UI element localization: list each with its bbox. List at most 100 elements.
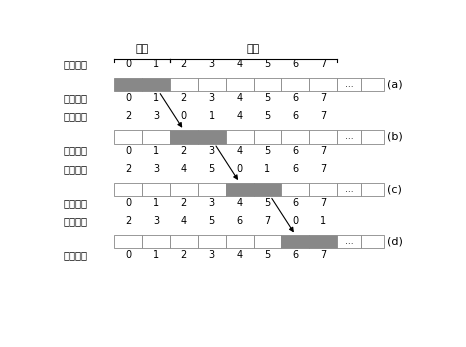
Text: ...: ... bbox=[344, 80, 353, 89]
Text: 5: 5 bbox=[264, 146, 271, 155]
Text: 6: 6 bbox=[292, 93, 298, 103]
Bar bbox=[254, 130, 281, 144]
Bar bbox=[281, 130, 309, 144]
Text: 物理地址: 物理地址 bbox=[64, 93, 88, 103]
Bar bbox=[226, 78, 254, 91]
Text: 6: 6 bbox=[292, 111, 298, 121]
Text: 7: 7 bbox=[320, 111, 326, 121]
Text: 5: 5 bbox=[264, 250, 271, 260]
Text: 5: 5 bbox=[264, 198, 271, 208]
Text: 3: 3 bbox=[209, 146, 215, 155]
Bar bbox=[226, 235, 254, 248]
Bar bbox=[254, 235, 281, 248]
Text: 逻辑地址: 逻辑地址 bbox=[64, 164, 88, 174]
Text: 2: 2 bbox=[125, 164, 131, 174]
Text: 2: 2 bbox=[181, 198, 187, 208]
Bar bbox=[254, 183, 281, 196]
Bar bbox=[337, 235, 361, 248]
Text: 3: 3 bbox=[209, 93, 215, 103]
Text: 4: 4 bbox=[237, 250, 243, 260]
Bar bbox=[114, 235, 142, 248]
Bar bbox=[114, 78, 142, 91]
Text: 6: 6 bbox=[292, 198, 298, 208]
Bar bbox=[337, 183, 361, 196]
Text: 1: 1 bbox=[153, 146, 159, 155]
Text: 1: 1 bbox=[264, 164, 271, 174]
Bar bbox=[309, 78, 337, 91]
Text: 逻辑地址: 逻辑地址 bbox=[64, 59, 88, 69]
Text: 逻辑地址: 逻辑地址 bbox=[64, 216, 88, 226]
Text: 7: 7 bbox=[320, 146, 326, 155]
Text: 4: 4 bbox=[181, 216, 187, 226]
Bar bbox=[114, 130, 142, 144]
Text: (a): (a) bbox=[387, 79, 403, 90]
Bar bbox=[309, 235, 337, 248]
Bar bbox=[309, 130, 337, 144]
Bar bbox=[170, 130, 198, 144]
Text: 0: 0 bbox=[125, 198, 131, 208]
Text: 5: 5 bbox=[264, 93, 271, 103]
Text: 0: 0 bbox=[125, 59, 131, 69]
Text: 2: 2 bbox=[181, 59, 187, 69]
Text: 6: 6 bbox=[292, 250, 298, 260]
Bar bbox=[170, 78, 198, 91]
Text: 0: 0 bbox=[125, 146, 131, 155]
Text: 3: 3 bbox=[153, 111, 159, 121]
Text: 4: 4 bbox=[237, 59, 243, 69]
Bar bbox=[361, 235, 384, 248]
Text: 0: 0 bbox=[181, 111, 187, 121]
Text: (c): (c) bbox=[387, 184, 402, 194]
Bar bbox=[281, 78, 309, 91]
Text: 0: 0 bbox=[237, 164, 243, 174]
Text: ...: ... bbox=[344, 133, 353, 142]
Text: 2: 2 bbox=[181, 93, 187, 103]
Bar bbox=[337, 78, 361, 91]
Bar bbox=[198, 130, 226, 144]
Bar bbox=[198, 235, 226, 248]
Bar bbox=[142, 235, 170, 248]
Text: 5: 5 bbox=[209, 164, 215, 174]
Text: 1: 1 bbox=[153, 93, 159, 103]
Text: 5: 5 bbox=[264, 59, 271, 69]
Text: 1: 1 bbox=[153, 250, 159, 260]
Text: 0: 0 bbox=[292, 216, 298, 226]
Text: 2: 2 bbox=[181, 146, 187, 155]
Bar bbox=[170, 183, 198, 196]
Text: 4: 4 bbox=[237, 93, 243, 103]
Text: 2: 2 bbox=[125, 216, 131, 226]
Text: 1: 1 bbox=[209, 111, 215, 121]
Bar bbox=[226, 130, 254, 144]
Text: 5: 5 bbox=[209, 216, 215, 226]
Bar bbox=[361, 78, 384, 91]
Text: 6: 6 bbox=[292, 59, 298, 69]
Bar bbox=[198, 183, 226, 196]
Text: 5: 5 bbox=[264, 111, 271, 121]
Text: 热区: 热区 bbox=[135, 44, 149, 54]
Text: 1: 1 bbox=[153, 59, 159, 69]
Text: (b): (b) bbox=[387, 132, 403, 142]
Text: ...: ... bbox=[344, 237, 353, 246]
Bar bbox=[142, 78, 170, 91]
Text: 3: 3 bbox=[153, 216, 159, 226]
Text: (d): (d) bbox=[387, 237, 403, 247]
Text: 1: 1 bbox=[153, 198, 159, 208]
Text: 冷区: 冷区 bbox=[247, 44, 260, 54]
Bar bbox=[226, 183, 254, 196]
Text: 4: 4 bbox=[237, 111, 243, 121]
Bar bbox=[361, 183, 384, 196]
Text: 物理地址: 物理地址 bbox=[64, 198, 88, 208]
Text: 4: 4 bbox=[237, 198, 243, 208]
Text: 7: 7 bbox=[320, 250, 326, 260]
Text: 7: 7 bbox=[320, 198, 326, 208]
Text: 3: 3 bbox=[209, 198, 215, 208]
Text: 6: 6 bbox=[292, 146, 298, 155]
Bar bbox=[281, 183, 309, 196]
Text: 0: 0 bbox=[125, 250, 131, 260]
Bar bbox=[337, 130, 361, 144]
Bar bbox=[198, 78, 226, 91]
Text: 4: 4 bbox=[237, 146, 243, 155]
Text: 7: 7 bbox=[264, 216, 271, 226]
Text: 6: 6 bbox=[292, 164, 298, 174]
Text: 6: 6 bbox=[237, 216, 243, 226]
Bar bbox=[142, 183, 170, 196]
